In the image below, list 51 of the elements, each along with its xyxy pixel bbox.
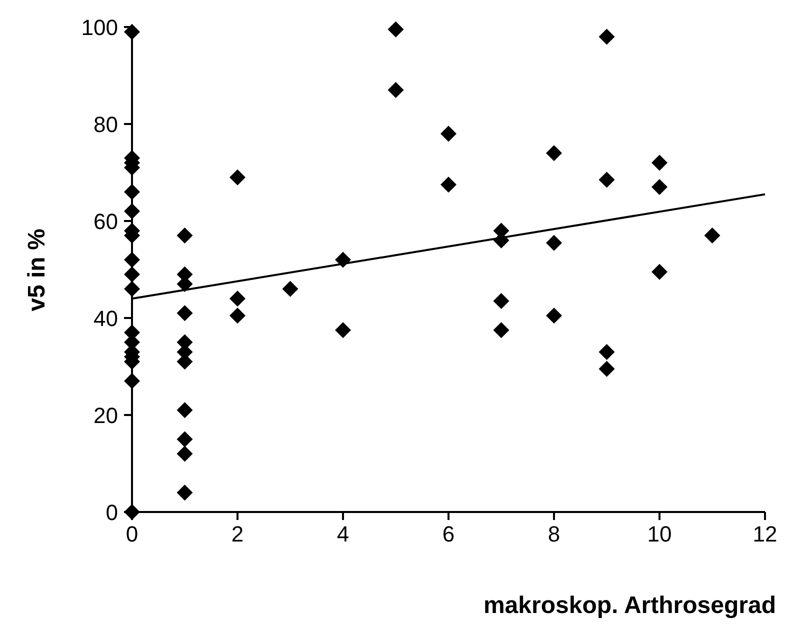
x-tick-label: 0 [126,522,138,547]
point [176,228,193,244]
x-tick-label: 12 [752,522,778,547]
x-tick-label: 10 [647,522,672,547]
point [176,402,193,418]
point [388,82,404,98]
point [598,360,615,377]
y-tick-label: 80 [94,112,118,137]
y-tick-label: 100 [81,14,118,40]
point [440,126,456,142]
y-axis-title: v5 in % [23,228,51,312]
y-tick-label: 0 [106,500,118,525]
point [546,308,562,324]
point [230,169,246,186]
x-tick-label: 6 [442,522,455,547]
point [652,179,668,196]
point [124,373,140,390]
point [124,266,140,282]
point [598,172,615,188]
point [176,305,193,322]
point [230,290,246,307]
point [124,280,140,297]
point [124,252,140,268]
point [546,234,562,251]
y-tick-label: 20 [94,402,118,428]
point [335,252,351,268]
point [176,431,193,448]
point [176,446,193,462]
point [704,228,720,244]
point [598,28,615,45]
x-axis-title: makroskop. Arthrosegrad [483,592,776,620]
point [230,308,246,324]
point [652,154,668,171]
point [335,322,351,338]
point [282,280,298,297]
point [493,322,510,338]
x-tick-label: 4 [336,522,350,547]
x-tick-label: 2 [231,522,244,547]
point [388,21,404,38]
point [598,344,615,360]
point [652,264,668,280]
y-tick-label: 40 [94,306,118,331]
point [440,176,456,193]
point [176,484,193,501]
x-tick-label: 8 [548,522,560,547]
point [493,293,510,310]
y-tick-label: 60 [94,208,118,234]
point [124,203,140,220]
point [124,184,140,200]
point [124,24,140,40]
point [546,145,562,162]
